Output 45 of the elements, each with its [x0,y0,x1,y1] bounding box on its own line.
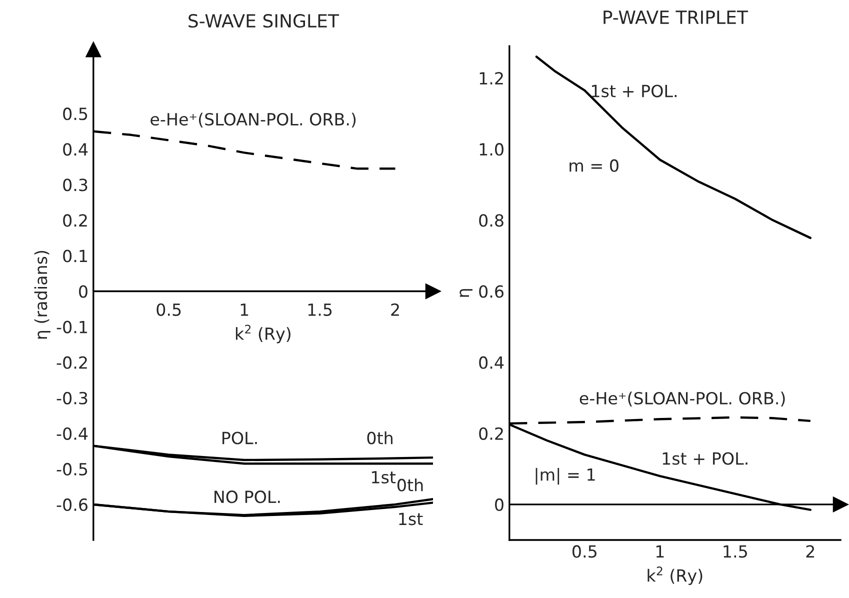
annotation: 1st + POL. [592,84,676,98]
y-tick-label: 1.0 [480,143,504,156]
annotation: m = 0 [570,159,618,172]
y-tick-label: 0.8 [479,214,504,227]
x-tick-label: 2 [391,303,399,316]
y-tick-label: 0.4 [479,356,504,369]
x-tick-label: 1.5 [308,304,332,316]
annotation: NO POL. [214,490,280,504]
y-tick-label: -0.3 [56,392,88,404]
x-axis-title: k$^{2}$ (Ry) [648,566,702,586]
y-axis-title: η [460,289,472,297]
y-tick-label: 0.4 [63,143,88,156]
annotation: |m| = 1 [536,468,595,485]
x-tick-label: 0.5 [572,545,596,558]
x-tick-label: 1.5 [724,545,747,558]
y-tick-label: -0.5 [56,462,88,476]
x-tick-label: 1 [656,545,664,558]
y-tick-label: 1.2 [480,72,503,84]
annotation: 1st [399,512,423,526]
annotation: e-He⁺(SLOAN-POL. ORB.) [150,112,356,128]
x-tick-label: 1 [240,304,248,316]
y-tick-label: 0.1 [63,250,87,262]
annotation: 1st [372,471,396,484]
y-axis-title: η (radians) [34,250,50,339]
chart-title: S-WAVE SINGLET [188,14,340,28]
annotation: POL. [222,432,257,444]
annotation: 0th [397,478,423,492]
y-tick-label: -0.4 [56,427,88,440]
y-tick-label: 0.3 [63,178,88,192]
chart-title: P-WAVE TRIPLET [604,10,748,24]
annotation: 1st + POL. [662,452,748,465]
annotation: 0th [367,431,392,444]
y-tick-label: 0.2 [479,427,503,440]
y-tick-label: 0 [495,498,504,512]
x-axis-title: k$^{2}$ (Ry) [236,324,290,344]
annotation: e-He⁺(SLOAN-POL. ORB.) [580,392,785,407]
y-tick-label: -0.2 [56,356,87,369]
y-tick-label: 0.2 [63,214,87,227]
y-tick-label: -0.1 [56,320,87,334]
y-tick-label: 0.5 [63,108,88,120]
x-tick-label: 2 [806,545,814,558]
y-tick-label: -0.6 [56,498,88,512]
y-tick-label: 0 [79,285,88,298]
x-tick-label: 0.5 [156,303,181,316]
y-tick-label: 0.6 [479,285,504,298]
